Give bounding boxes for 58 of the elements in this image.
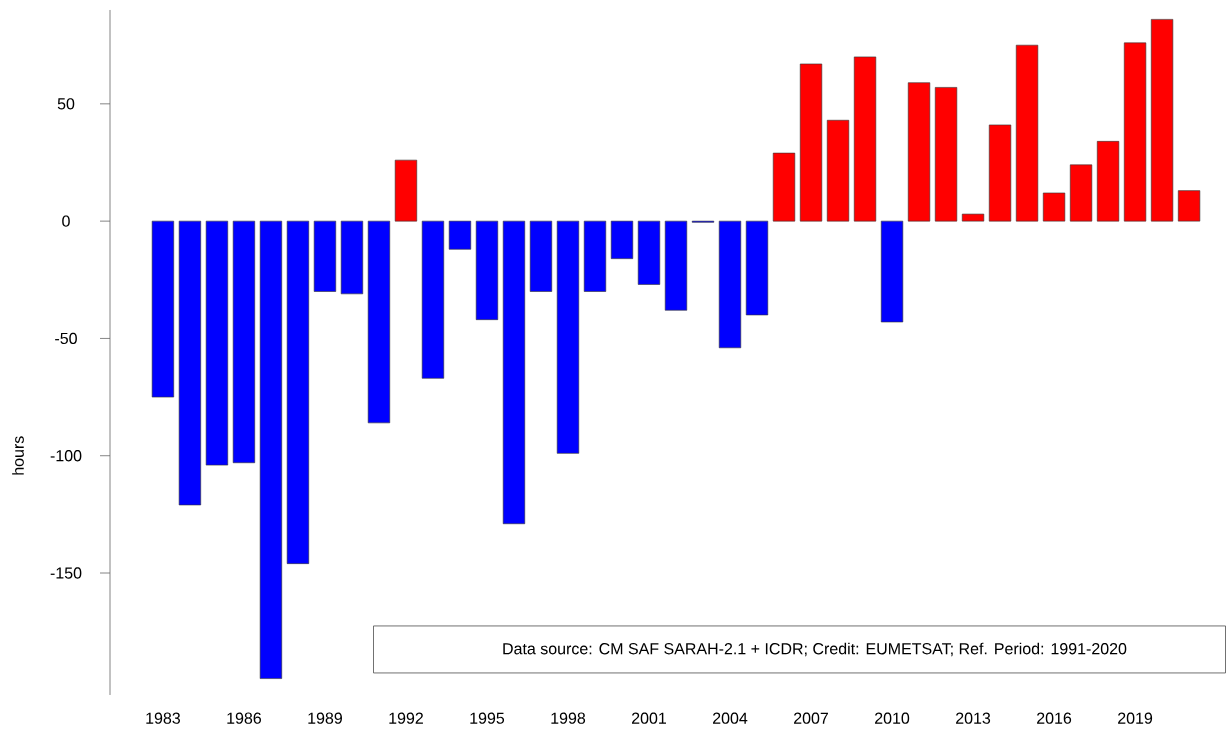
annotation: Data source: CM SAF SARAH-2.1 + ICDR; Credit: EUMETSAT; Ref. Period: 1991-2020: [503, 642, 1127, 657]
bar: [1150, 19, 1174, 222]
bar: [232, 220, 256, 464]
bar: [205, 220, 229, 466]
bar: [637, 220, 661, 285]
bar: [988, 124, 1012, 222]
bar: [1096, 141, 1120, 222]
bar: [745, 220, 769, 316]
x-tick-label: 1998: [551, 712, 586, 724]
bar: [529, 220, 553, 292]
bar: [664, 220, 688, 311]
x-tick-label: 1989: [308, 712, 342, 724]
y-axis-title: hours: [12, 436, 24, 475]
y-tick-label: -100: [50, 450, 82, 462]
bar: [151, 220, 175, 398]
x-tick-label: 2019: [1118, 712, 1153, 724]
bar: [1123, 42, 1147, 222]
x-tick-label: 2010: [875, 712, 910, 724]
x-tick-label: 2016: [1037, 712, 1072, 724]
bar: [880, 220, 904, 323]
y-tick-label: -150: [50, 567, 82, 579]
bar: [1042, 192, 1066, 222]
bar: [178, 220, 202, 506]
x-tick-label: 2001: [632, 712, 666, 724]
bar: [1015, 44, 1039, 222]
x-tick-label: 1983: [146, 712, 181, 724]
bar: [610, 220, 634, 259]
bar: [772, 152, 796, 222]
bar: [583, 220, 607, 292]
x-tick-label: 1986: [227, 712, 262, 724]
bar: [853, 56, 877, 222]
bar: [502, 220, 526, 525]
y-tick-label: -50: [55, 332, 77, 345]
bar: [556, 220, 580, 454]
y-tick-label: 50: [57, 98, 75, 110]
bar: [448, 220, 472, 250]
x-tick-label: 2013: [956, 712, 991, 724]
bar: [394, 159, 418, 222]
bar: [718, 220, 742, 349]
y-tick-label: 0: [62, 215, 70, 227]
bar: [961, 213, 985, 222]
bar: [1069, 164, 1093, 222]
bar: [934, 87, 958, 222]
bar: [367, 220, 391, 424]
bar: [799, 63, 823, 222]
bar: [1177, 190, 1201, 222]
bar: [421, 220, 445, 379]
bar: [259, 220, 283, 679]
x-tick-label: 2007: [794, 712, 828, 724]
bar: [313, 220, 337, 292]
bar: [475, 220, 499, 320]
x-tick-label: 1995: [470, 712, 505, 724]
bar: [826, 119, 850, 222]
x-tick-label: 1992: [389, 712, 423, 724]
bar: [907, 82, 931, 222]
bar: [340, 220, 364, 295]
x-tick-label: 2004: [713, 712, 748, 724]
bar: [286, 220, 310, 564]
